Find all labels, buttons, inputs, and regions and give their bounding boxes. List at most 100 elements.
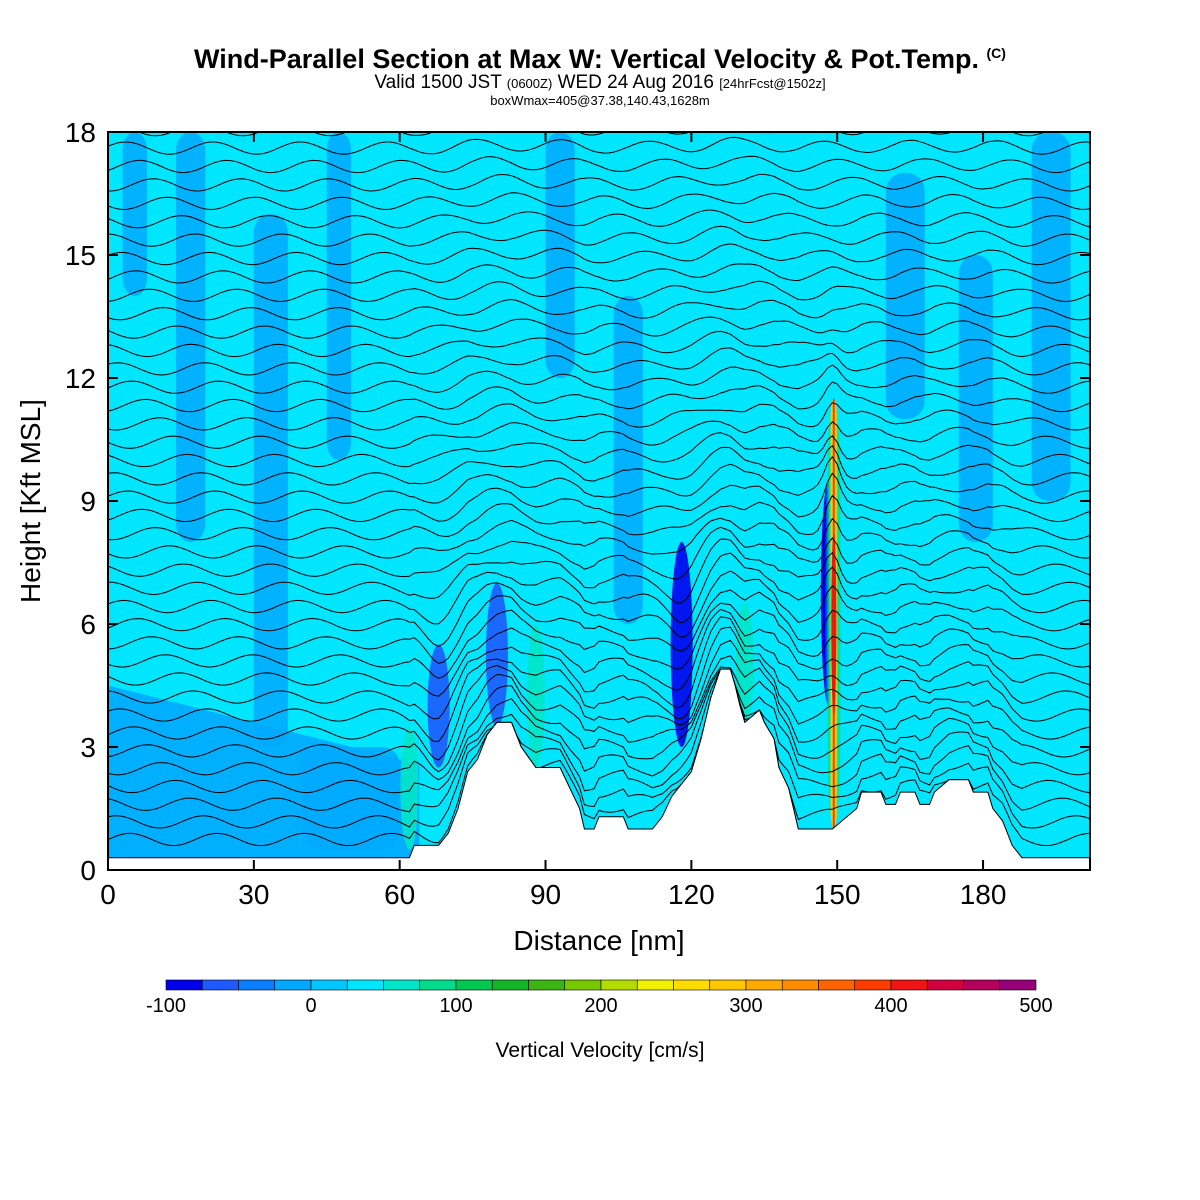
colorbar-swatch xyxy=(709,979,747,991)
theta-contour xyxy=(108,347,1090,376)
theta-contour xyxy=(108,316,1090,339)
y-tick-label: 12 xyxy=(65,363,96,394)
colorbar-swatch xyxy=(274,979,312,991)
colorbar: -100 0 100 200 300 400 500 xyxy=(146,979,1053,1017)
velocity-streak xyxy=(1031,132,1071,501)
colorbar-tick-label: 0 xyxy=(305,995,316,1017)
colorbar-swatch xyxy=(346,979,384,991)
colorbar-swatch xyxy=(491,979,529,991)
theta-contour xyxy=(108,517,1090,559)
theta-contour xyxy=(108,668,1090,813)
y-tick-label: 0 xyxy=(80,855,96,886)
y-tick-label: 3 xyxy=(80,732,96,763)
colorbar-tick-label: -100 xyxy=(146,995,186,1017)
colorbar-swatch xyxy=(201,979,239,991)
theta-contour xyxy=(108,364,1090,394)
y-tick-label: 9 xyxy=(80,486,96,517)
theta-contour xyxy=(108,455,1090,504)
colorbar-title: Vertical Velocity [cm/s] xyxy=(496,1039,705,1062)
colorbar-swatch xyxy=(383,979,421,991)
theta-contour xyxy=(108,666,1090,781)
theta-contour xyxy=(108,626,1090,743)
x-tick-label: 30 xyxy=(238,879,269,910)
title-main: Wind-Parallel Section at Max W: Vertical… xyxy=(194,44,979,74)
updraft-feature xyxy=(711,398,730,481)
y-axis-title: Height [Kft MSL] xyxy=(15,399,46,603)
colorbar-swatch xyxy=(781,979,819,991)
colorbar-swatch xyxy=(310,979,348,991)
axes: 0 30 60 90 120 150 180 0 3 6 9 12 15 18 xyxy=(65,117,1090,910)
theta-contour xyxy=(108,298,1090,321)
theta-contour xyxy=(108,192,1090,211)
theta-contour xyxy=(108,639,1090,761)
velocity-streak xyxy=(176,132,206,542)
theta-contour xyxy=(108,136,1090,155)
y-tick-label: 6 xyxy=(80,609,96,640)
theta-contour xyxy=(108,570,1090,647)
colorbar-swatch xyxy=(673,979,711,991)
theta-contour xyxy=(137,132,1046,137)
theta-contour xyxy=(108,155,1090,174)
colorbar-swatch xyxy=(419,979,457,991)
velocity-streak xyxy=(545,132,575,378)
x-tick-label: 60 xyxy=(384,879,415,910)
colorbar-tick-label: 300 xyxy=(729,995,762,1017)
theta-contour xyxy=(108,420,1090,449)
theta-contour xyxy=(108,402,1090,431)
velocity-streak xyxy=(108,685,420,858)
velocity-streak xyxy=(613,296,643,624)
x-tick-label: 120 xyxy=(668,879,715,910)
updraft-feature xyxy=(526,624,545,768)
colorbar-swatch xyxy=(564,979,602,991)
colorbar-swatch xyxy=(636,979,674,991)
colorbar-swatch xyxy=(528,979,566,991)
colorbar-swatch xyxy=(165,979,203,991)
velocity-field xyxy=(108,132,1071,858)
colorbar-swatch xyxy=(745,979,783,991)
theta-contour xyxy=(108,616,1090,720)
theta-contour xyxy=(108,243,1090,266)
theta-contour xyxy=(108,263,1090,284)
valid-utc: (0600Z) xyxy=(506,76,553,91)
theta-contour xyxy=(108,538,1090,604)
x-tick-label: 180 xyxy=(960,879,1007,910)
theta-contour xyxy=(108,494,1090,541)
updraft-core-peak xyxy=(831,531,837,717)
velocity-streak xyxy=(253,214,288,747)
theta-contour xyxy=(108,552,1090,625)
valid-date: WED 24 Aug 2016 xyxy=(557,72,714,93)
theta-contour xyxy=(108,173,1090,192)
theta-contour xyxy=(108,280,1090,303)
theta-contour xyxy=(108,445,1090,486)
downdraft-feature xyxy=(670,542,693,747)
y-tick-label: 15 xyxy=(65,240,96,271)
theta-contour xyxy=(108,608,1090,697)
valid-prefix: Valid 1500 JST xyxy=(374,72,502,93)
theta-contour xyxy=(108,668,1090,829)
colorbar-tick-label: 200 xyxy=(584,995,617,1017)
colorbar-swatch xyxy=(999,979,1037,991)
colorbar-swatch xyxy=(818,979,856,991)
valid-fcst: [24hrFcst@1502z] xyxy=(719,76,826,91)
terrain-profile xyxy=(108,668,1090,870)
plot-area xyxy=(108,132,1090,870)
theta-contour xyxy=(108,225,1090,247)
colorbar-swatch xyxy=(963,979,1001,991)
colorbar-swatch xyxy=(455,979,493,991)
theta-contour xyxy=(108,668,1090,847)
theta-contour xyxy=(108,668,1090,794)
x-tick-label: 0 xyxy=(100,879,116,910)
theta-contour xyxy=(108,602,1090,679)
theta-contour xyxy=(108,432,1090,468)
colorbar-swatch xyxy=(854,979,892,991)
theta-contour xyxy=(108,381,1090,413)
velocity-streak xyxy=(885,173,925,419)
colorbar-tick-label: 100 xyxy=(439,995,472,1017)
colorbar-tick-label: 400 xyxy=(874,995,907,1017)
colorbar-swatch xyxy=(238,979,276,991)
chart-title: Wind-Parallel Section at Max W: Vertical… xyxy=(0,44,1200,75)
colorbar-swatch xyxy=(890,979,928,991)
valid-time-line: Valid 1500 JST (0600Z) WED 24 Aug 2016 [… xyxy=(0,72,1200,94)
theta-contour xyxy=(108,589,1090,664)
